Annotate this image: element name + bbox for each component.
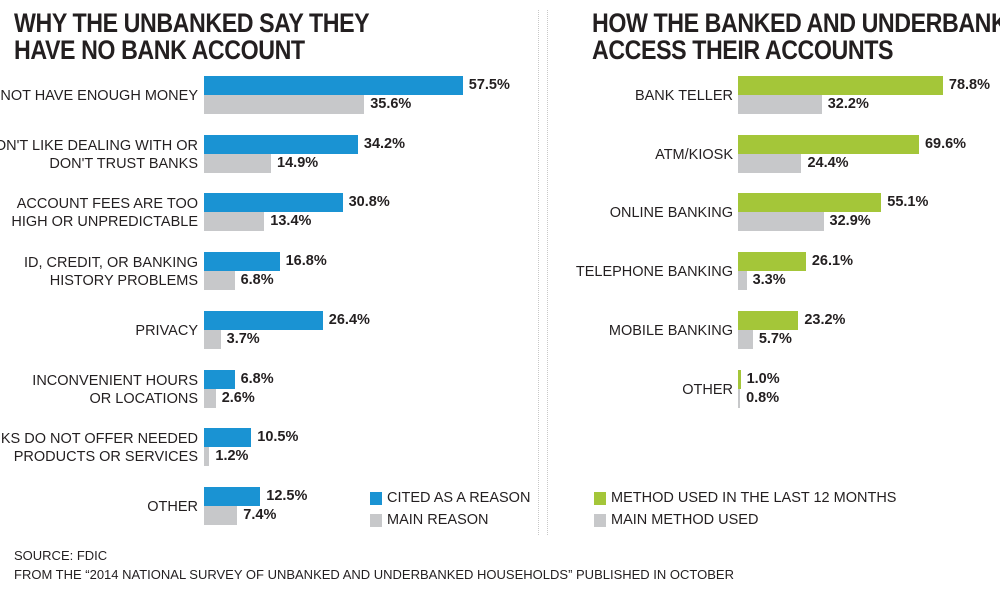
category-label: DON'T LIKE DEALING WITH OR DON'T TRUST BA… xyxy=(0,137,198,172)
bar-value-label: 2.6% xyxy=(221,389,255,406)
bar-value-label: 1.0% xyxy=(746,370,780,387)
bar-value-label: 55.1% xyxy=(887,194,929,211)
bar-value-label: 6.8% xyxy=(240,272,274,289)
bar-value-label: 5.7% xyxy=(758,330,792,347)
primary-bar xyxy=(204,193,343,213)
right-chart-title: HOW THE BANKED AND UNDERBANKED ACCESS THE… xyxy=(592,8,1000,65)
source-note: FROM THE “2014 NATIONAL SURVEY OF UNBANK… xyxy=(14,567,734,582)
bar-value-label: 23.2% xyxy=(804,311,846,328)
bar-value-label: 26.1% xyxy=(811,253,853,270)
chart-title-line: ACCESS THEIR ACCOUNTS xyxy=(592,35,894,65)
chart-title-line: WHY THE UNBANKED SAY THEY xyxy=(14,8,370,38)
primary-bar xyxy=(204,310,323,330)
main-bar xyxy=(204,153,272,173)
panel-divider xyxy=(538,10,548,535)
primary-bar xyxy=(738,134,919,154)
legend-swatch xyxy=(370,492,382,505)
legend-label: CITED AS A REASON xyxy=(387,490,531,506)
bar-value-label: 3.7% xyxy=(226,330,260,347)
category-label: OTHER xyxy=(147,498,198,515)
category-label: ONLINE BANKING xyxy=(609,205,733,222)
legend-swatch xyxy=(594,492,606,505)
category-label: OTHER xyxy=(682,381,733,398)
legend-swatch xyxy=(370,514,382,527)
left-chart-title: WHY THE UNBANKED SAY THEY HAVE NO BANK AC… xyxy=(14,10,461,64)
primary-bar xyxy=(738,76,943,95)
source-line: SOURCE: FDIC xyxy=(14,548,108,563)
bar-value-label: 7.4% xyxy=(243,506,277,523)
bar-value-label: 57.5% xyxy=(468,77,510,93)
bar-value-label: 1.2% xyxy=(215,448,249,465)
chart-title-line: HOW THE BANKED AND UNDERBANKED xyxy=(592,8,1000,38)
category-label: BANK TELLER xyxy=(634,88,733,104)
bar-value-label: 69.6% xyxy=(924,135,967,152)
main-bar xyxy=(204,505,238,525)
bar-value-label: 32.9% xyxy=(829,213,871,230)
category-label: INCONVENIENT HOURS OR LOCATIONS xyxy=(32,372,198,407)
bar-value-label: 14.9% xyxy=(277,154,319,171)
category-label: MOBILE BANKING xyxy=(608,322,733,339)
bar-value-label: 32.2% xyxy=(827,96,869,112)
main-bar xyxy=(204,95,365,114)
main-bar xyxy=(204,212,265,232)
primary-bar xyxy=(204,252,280,272)
legend-swatch xyxy=(594,514,606,527)
main-bar xyxy=(738,388,741,408)
bar-value-label: 10.5% xyxy=(257,429,299,446)
chart-title-line: HAVE NO BANK ACCOUNT xyxy=(14,35,305,65)
primary-bar xyxy=(204,428,252,448)
bar-value-label: 0.8% xyxy=(746,389,780,406)
bar-value-label: 34.2% xyxy=(363,135,406,152)
category-label: ACCOUNT FEES ARE TOO HIGH OR UNPREDICTABL… xyxy=(11,196,198,231)
bar-value-label: 35.6% xyxy=(370,96,412,112)
category-label: TELEPHONE BANKING xyxy=(575,264,733,281)
legend-label: METHOD USED IN THE LAST 12 MONTHS xyxy=(611,490,897,506)
legend-label: MAIN METHOD USED xyxy=(611,512,759,528)
category-label: PRIVACY xyxy=(135,322,198,339)
main-bar xyxy=(204,329,221,349)
bar-value-label: 6.8% xyxy=(240,370,274,387)
legend-label: MAIN REASON xyxy=(387,512,489,528)
primary-bar xyxy=(738,369,741,389)
bar-value-label: 13.4% xyxy=(270,213,312,230)
primary-bar xyxy=(738,310,799,330)
bar-value-label: 30.8% xyxy=(348,194,390,211)
bar-value-label: 12.5% xyxy=(266,487,308,504)
category-label: ATM/KIOSK xyxy=(655,146,733,163)
bar-value-label: 26.4% xyxy=(328,311,370,328)
main-bar xyxy=(204,388,216,408)
bar-value-label: 24.4% xyxy=(807,154,849,171)
primary-bar xyxy=(738,193,882,213)
main-bar xyxy=(204,447,210,467)
bar-value-label: 78.8% xyxy=(948,77,990,93)
primary-bar xyxy=(204,486,261,506)
bar-value-label: 3.3% xyxy=(752,272,786,289)
primary-bar xyxy=(204,369,235,389)
primary-bar xyxy=(204,76,463,95)
main-bar xyxy=(738,329,753,349)
primary-bar xyxy=(738,252,806,272)
category-label: ID, CREDIT, OR BANKING HISTORY PROBLEMS xyxy=(23,255,198,290)
category-label: DO NOT HAVE ENOUGH MONEY xyxy=(0,88,198,104)
primary-bar xyxy=(204,134,358,154)
main-bar xyxy=(738,212,824,232)
bar-value-label: 16.8% xyxy=(285,253,327,270)
main-bar xyxy=(738,153,802,173)
main-bar xyxy=(204,271,235,291)
main-bar xyxy=(738,271,747,291)
main-bar xyxy=(738,95,822,114)
